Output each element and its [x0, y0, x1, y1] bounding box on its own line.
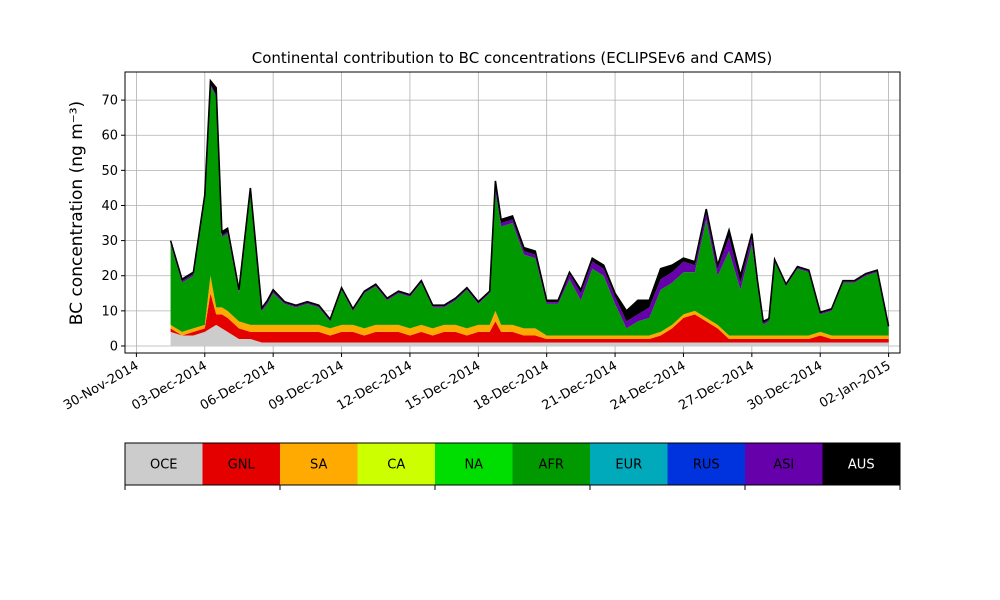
- y-axis-label: BC concentration (ng m⁻³): [67, 101, 87, 325]
- legend-swatch-rus: [667, 443, 745, 485]
- legend-label-gnl: GNL: [228, 458, 256, 473]
- x-tick-label-6: 18-Dec-2014: [471, 358, 551, 413]
- y-tick-label-5: 50: [101, 164, 118, 179]
- x-tick-label-1: 03-Dec-2014: [129, 358, 209, 413]
- legend-label-na: NA: [464, 458, 483, 473]
- legend-colorbar: OCE GNL SA CA NA AFR EUR RUS ASI AUS: [124, 442, 901, 490]
- legend-label-asi: ASI: [773, 458, 794, 473]
- axes-frame: [124, 71, 901, 354]
- legend-swatch-gnl: [202, 443, 280, 485]
- legend-label-afr: AFR: [539, 458, 564, 473]
- legend-swatch-oce: [125, 443, 203, 485]
- area-series-oce: [170, 324, 889, 346]
- x-tick-label-4: 12-Dec-2014: [335, 358, 415, 413]
- legend-label-eur: EUR: [615, 458, 642, 473]
- x-tick-label-10: 30-Dec-2014: [745, 358, 825, 413]
- legend-swatch-afr: [512, 443, 590, 485]
- y-tick-label-4: 40: [101, 199, 118, 214]
- y-tick-label-3: 30: [101, 234, 118, 249]
- legend-label-oce: OCE: [150, 458, 178, 473]
- legend-swatch-na: [435, 443, 513, 485]
- x-tick-label-5: 15-Dec-2014: [403, 358, 483, 413]
- y-tick-label-0: 0: [110, 339, 118, 354]
- y-tick-label-7: 70: [101, 94, 118, 109]
- legend-swatch-asi: [745, 443, 823, 485]
- x-tick-label-8: 24-Dec-2014: [608, 358, 688, 413]
- x-tick-label-9: 27-Dec-2014: [676, 358, 756, 413]
- y-tick-label-2: 20: [101, 269, 118, 284]
- legend-swatch-eur: [590, 443, 668, 485]
- y-tick-label-6: 60: [101, 129, 118, 144]
- legend-frame: [124, 442, 901, 486]
- total-outline: [169, 78, 890, 327]
- x-tick-label-3: 09-Dec-2014: [266, 358, 346, 413]
- area-series-gnl: [170, 293, 889, 343]
- legend-label-aus: AUS: [848, 458, 875, 473]
- legend-swatch-aus: [822, 443, 900, 485]
- plot-area: 0 10 20 30 40 50 60 70 30-Nov-201403-Dec-201406-…: [61, 71, 901, 414]
- legend-label-ca: CA: [387, 458, 405, 473]
- legend-swatch-ca: [357, 443, 435, 485]
- x-tick-label-11: 02-Jan-2015: [817, 358, 894, 411]
- area-series-afr: [170, 86, 889, 336]
- x-tick-label-2: 06-Dec-2014: [198, 358, 278, 413]
- x-tick-label-7: 21-Dec-2014: [540, 358, 620, 413]
- legend-swatch-sa: [280, 443, 358, 485]
- legend-label-rus: RUS: [693, 458, 720, 473]
- y-tick-label-1: 10: [101, 304, 118, 319]
- chart-title: Continental contribution to BC concentra…: [252, 49, 773, 67]
- x-tick-label-0: 30-Nov-2014: [61, 358, 141, 413]
- legend-label-sa: SA: [310, 458, 327, 473]
